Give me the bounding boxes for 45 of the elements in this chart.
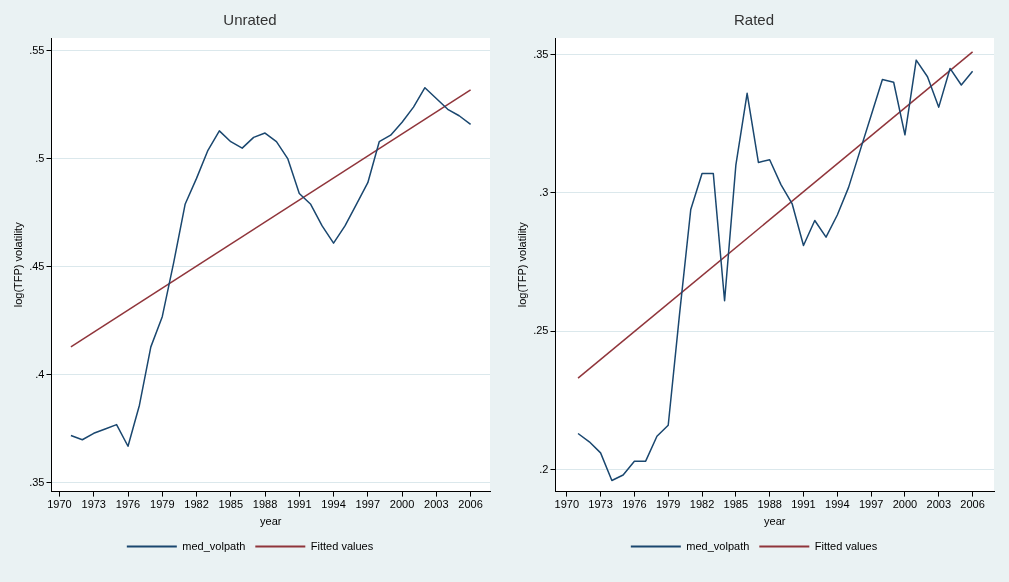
x-tick-label: 2006	[960, 498, 985, 511]
legend-label: med_volpath	[686, 539, 750, 552]
x-tick-label: 1982	[184, 498, 209, 511]
x-tick-label: 1985	[723, 498, 749, 511]
x-tick-label: 1970	[554, 498, 580, 511]
x-tick-label: 1994	[321, 498, 346, 511]
y-tick-label: .55	[29, 43, 45, 56]
x-tick-label: 1979	[150, 498, 175, 511]
x-tick-label: 1997	[355, 498, 381, 511]
x-tick-label: 1976	[115, 498, 141, 511]
x-tick-label: 1976	[622, 498, 647, 511]
x-tick-label: 1988	[757, 498, 782, 511]
x-tick-label: 2003	[424, 498, 449, 511]
x-axis-title: year	[260, 515, 282, 528]
y-tick-label: .25	[533, 324, 549, 337]
x-tick-label: 1973	[588, 498, 613, 511]
y-axis-title: log(TFP) volatility	[11, 221, 24, 308]
y-tick-label: .35	[29, 475, 45, 488]
x-tick-label: 1985	[218, 498, 244, 511]
x-tick-label: 1982	[689, 498, 715, 511]
y-tick-label: .45	[29, 259, 45, 272]
x-tick-label: 1979	[655, 498, 681, 511]
x-axis-title: year	[764, 515, 786, 528]
x-tick-label: 2003	[926, 498, 952, 511]
y-axis-title: log(TFP) volatility	[515, 221, 528, 308]
legend-label: med_volpath	[182, 539, 246, 552]
x-tick-label: 1991	[287, 498, 312, 511]
y-tick-label: .4	[35, 367, 45, 380]
x-tick-label: 2000	[389, 498, 415, 511]
chart-title: Unrated	[223, 11, 277, 29]
chart-title: Rated	[733, 11, 775, 29]
legend-label: Fitted values	[814, 539, 878, 552]
y-tick-label: .5	[35, 151, 45, 164]
x-tick-label: 2006	[458, 498, 483, 511]
x-tick-label: 1991	[791, 498, 816, 511]
y-tick-label: .35	[533, 47, 549, 60]
x-tick-label: 1994	[825, 498, 850, 511]
x-tick-label: 1973	[81, 498, 106, 511]
x-tick-label: 2000	[892, 498, 918, 511]
y-tick-label: .3	[539, 185, 549, 198]
x-tick-label: 1997	[858, 498, 884, 511]
legend-label: Fitted values	[310, 539, 374, 552]
x-tick-label: 1970	[47, 498, 72, 511]
y-tick-label: .2	[539, 462, 549, 475]
x-tick-label: 1988	[252, 498, 278, 511]
